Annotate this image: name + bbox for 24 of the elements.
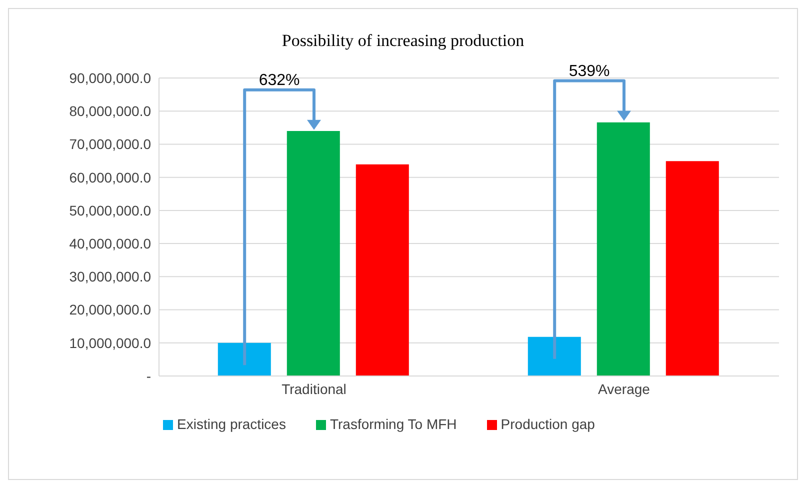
y-tick-label: 60,000,000.0	[69, 169, 152, 186]
y-tick-label: 70,000,000.0	[69, 136, 152, 152]
y-tick-label: 40,000,000.0	[69, 236, 152, 252]
y-tick-label: 50,000,000.0	[69, 202, 152, 218]
bar	[356, 164, 409, 376]
y-tick-label: 20,000,000.0	[69, 302, 152, 318]
bar	[218, 342, 271, 376]
annotation: 632%	[258, 72, 300, 89]
bar	[596, 122, 650, 376]
bar	[286, 130, 340, 376]
y-tick-label: 10,000,000.0	[69, 334, 152, 351]
chart-title: Possibility of increasing production	[280, 31, 526, 51]
y-tick-label: 80,000,000.0	[69, 103, 152, 120]
legend-label: Production gap	[500, 416, 595, 432]
bar	[666, 161, 719, 376]
x-tick-label: Average	[598, 380, 650, 397]
legend-label: Existing practices	[177, 416, 286, 432]
x-tick-label: Traditional	[282, 380, 346, 397]
y-tick-label: 30,000,000.0	[69, 268, 152, 285]
bar	[528, 336, 581, 376]
legend-label: Trasforming To MFH	[330, 416, 457, 432]
y-tick-label: -	[146, 368, 152, 384]
annotation: 539%	[568, 62, 610, 80]
y-tick-label: 90,000,000.0	[69, 70, 152, 86]
